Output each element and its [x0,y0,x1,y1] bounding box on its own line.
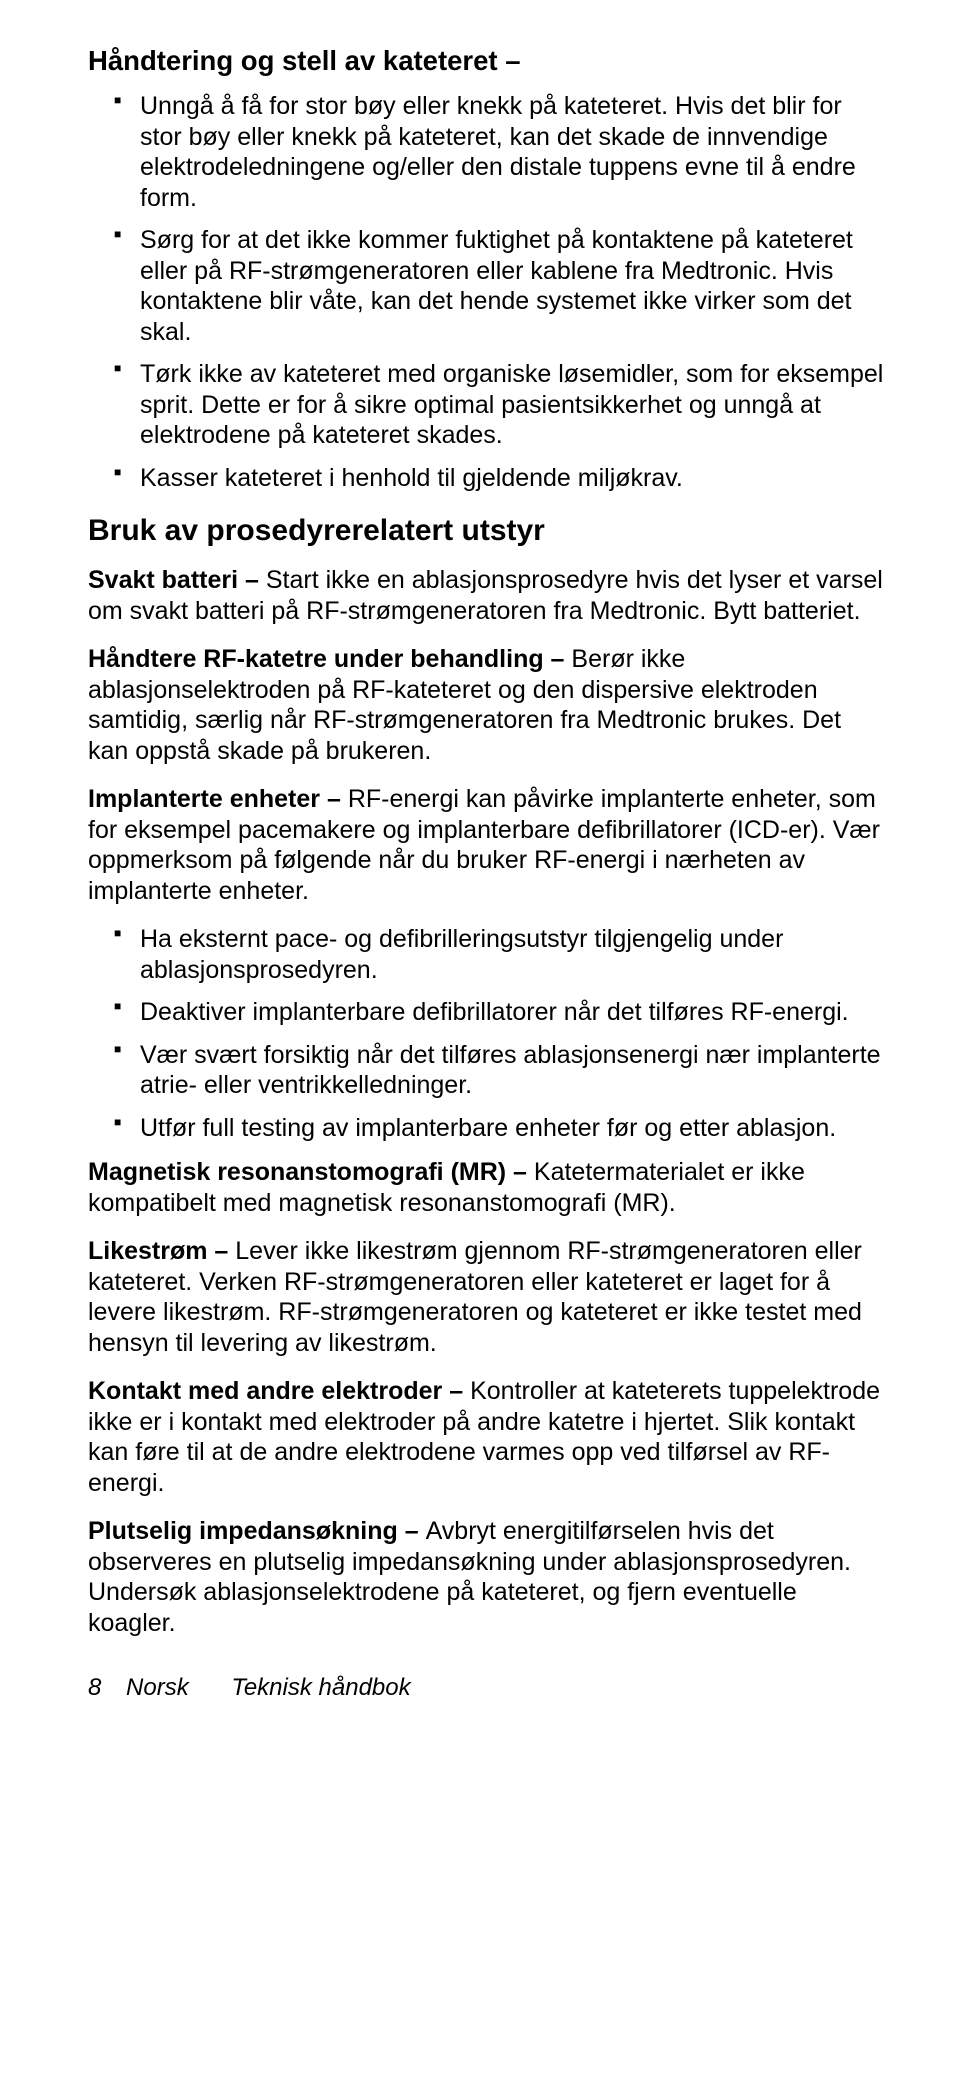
paragraph-lead: Magnetisk resonanstomografi (MR) – [88,1158,534,1186]
list-item: Deaktiver implanterbare defibrillatorer … [88,997,886,1028]
paragraph-lead: Håndtere RF-katetre under behandling – [88,645,571,673]
list-item: Tørk ikke av kateteret med organiske løs… [88,359,886,451]
document-page: Håndtering og stell av kateteret – Unngå… [0,0,960,1732]
list-item: Sørg for at det ikke kommer fuktighet på… [88,225,886,347]
paragraph-lead: Svakt batteri – [88,566,266,594]
paragraph: Likestrøm – Lever ikke likestrøm gjennom… [88,1236,886,1358]
bullet-list-2: Ha eksternt pace- og defibrilleringsutst… [88,924,886,1143]
paragraph: Magnetisk resonanstomografi (MR) – Katet… [88,1157,886,1218]
paragraph: Håndtere RF-katetre under behandling – B… [88,644,886,766]
section-heading-2: Bruk av prosedyrerelatert utstyr [88,513,886,549]
paragraph: Plutselig impedansøkning – Avbryt energi… [88,1516,886,1638]
section-heading-1: Håndtering og stell av kateteret – [88,44,886,77]
footer-title: Teknisk håndbok [231,1674,410,1701]
bullet-list-1: Unngå å få for stor bøy eller knekk på k… [88,91,886,493]
paragraph-lead: Kontakt med andre elektroder – [88,1377,470,1405]
paragraph: Svakt batteri – Start ikke en ablasjonsp… [88,565,886,626]
paragraph: Implanterte enheter – RF-energi kan påvi… [88,784,886,906]
list-item: Unngå å få for stor bøy eller knekk på k… [88,91,886,213]
paragraph: Kontakt med andre elektroder – Kontrolle… [88,1376,886,1498]
list-item: Kasser kateteret i henhold til gjeldende… [88,463,886,494]
paragraph-lead: Plutselig impedansøkning – [88,1517,426,1545]
list-item: Ha eksternt pace- og defibrilleringsutst… [88,924,886,985]
page-footer: 8 Norsk Teknisk håndbok [88,1674,886,1702]
list-item: Utfør full testing av implanterbare enhe… [88,1113,886,1144]
paragraph-lead: Likestrøm – [88,1237,235,1265]
paragraph-lead: Implanterte enheter – [88,785,348,813]
footer-language: Norsk [126,1674,189,1701]
list-item: Vær svært forsiktig når det tilføres abl… [88,1040,886,1101]
page-number: 8 [88,1674,101,1701]
